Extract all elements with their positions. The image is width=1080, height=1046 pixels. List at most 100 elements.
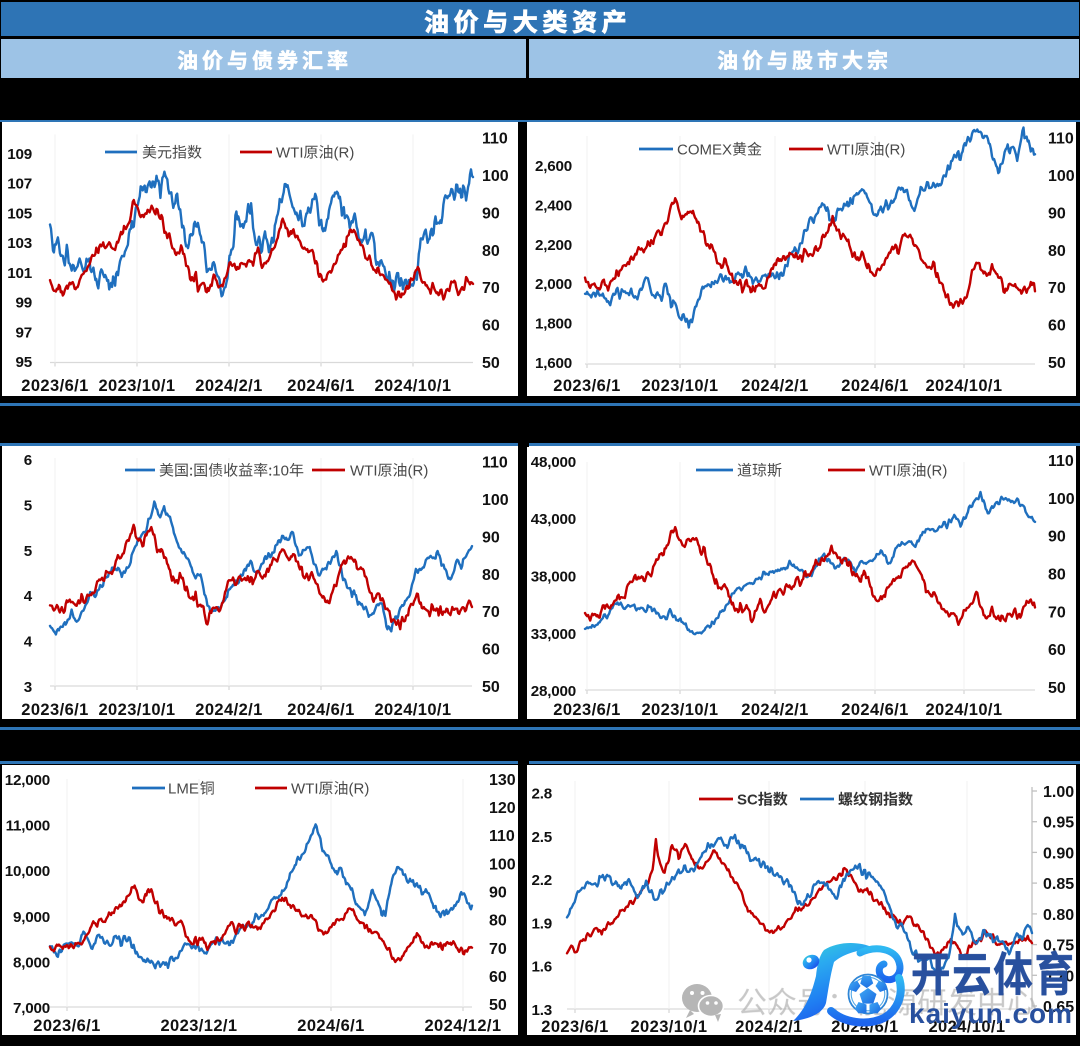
svg-text:4: 4 xyxy=(24,634,33,651)
svg-text:2024/2/1: 2024/2/1 xyxy=(195,377,262,395)
svg-text:0.95: 0.95 xyxy=(1043,815,1074,832)
svg-text:48,000: 48,000 xyxy=(531,454,576,471)
svg-text:90: 90 xyxy=(482,530,500,547)
svg-text:2024/2/1: 2024/2/1 xyxy=(741,701,808,719)
svg-text:1.6: 1.6 xyxy=(531,959,552,976)
svg-text:10,000: 10,000 xyxy=(5,863,50,880)
svg-text:2024/10/1: 2024/10/1 xyxy=(925,701,1002,719)
svg-text:2024/2/1: 2024/2/1 xyxy=(741,377,808,395)
svg-text:2024/10/1: 2024/10/1 xyxy=(374,701,451,719)
svg-text:2023/6/1: 2023/6/1 xyxy=(33,1017,100,1035)
svg-text:2023/12/1: 2023/12/1 xyxy=(160,1017,237,1035)
svg-text:2024/10/1: 2024/10/1 xyxy=(928,1018,1005,1035)
svg-text:9,000: 9,000 xyxy=(13,909,50,926)
svg-text:2024/10/1: 2024/10/1 xyxy=(925,377,1002,395)
svg-text:38,000: 38,000 xyxy=(531,569,576,586)
svg-text:100: 100 xyxy=(1048,491,1075,508)
svg-text:70: 70 xyxy=(1048,604,1066,621)
svg-text:110: 110 xyxy=(1048,453,1074,470)
svg-text:0.85: 0.85 xyxy=(1043,876,1074,893)
svg-text:0.75: 0.75 xyxy=(1043,938,1074,955)
svg-text:WTI: WTI xyxy=(276,145,304,162)
svg-text:2.2: 2.2 xyxy=(531,872,552,889)
svg-text:2023/10/1: 2023/10/1 xyxy=(630,1018,707,1035)
svg-text:100: 100 xyxy=(482,492,509,509)
svg-text:(R): (R) xyxy=(885,142,906,159)
svg-text:2023/6/1: 2023/6/1 xyxy=(541,1018,608,1035)
svg-text:99: 99 xyxy=(16,295,33,312)
svg-text:2023/10/1: 2023/10/1 xyxy=(641,377,718,395)
svg-text:2024/6/1: 2024/6/1 xyxy=(287,701,354,719)
svg-text:120: 120 xyxy=(489,800,516,817)
svg-text:12,000: 12,000 xyxy=(5,772,50,789)
svg-text:80: 80 xyxy=(489,913,507,930)
svg-text:11,000: 11,000 xyxy=(6,818,50,835)
svg-text:109: 109 xyxy=(7,146,32,163)
svg-text:100: 100 xyxy=(482,168,509,185)
svg-text:130: 130 xyxy=(489,772,516,789)
svg-text:(R): (R) xyxy=(334,145,355,162)
svg-text:2,600: 2,600 xyxy=(535,158,572,175)
svg-text:10: 10 xyxy=(272,463,289,480)
svg-text:100: 100 xyxy=(1048,168,1075,185)
svg-text:2.5: 2.5 xyxy=(531,829,552,846)
svg-text:90: 90 xyxy=(1048,206,1066,223)
svg-text:1,800: 1,800 xyxy=(535,316,572,333)
svg-text:2024/2/1: 2024/2/1 xyxy=(195,701,262,719)
svg-text:5: 5 xyxy=(24,543,33,560)
svg-text:7,000: 7,000 xyxy=(13,1000,50,1017)
svg-text:(R): (R) xyxy=(349,781,370,798)
svg-text:2024/12/1: 2024/12/1 xyxy=(424,1017,501,1035)
svg-text:WTI: WTI xyxy=(869,463,897,480)
svg-text:43,000: 43,000 xyxy=(531,511,576,528)
svg-text:80: 80 xyxy=(482,567,500,584)
svg-text:50: 50 xyxy=(1048,355,1066,372)
svg-text:2024/6/1: 2024/6/1 xyxy=(841,701,908,719)
svg-text:0.80: 0.80 xyxy=(1043,907,1074,924)
svg-text:2024/10/1: 2024/10/1 xyxy=(374,377,451,395)
svg-text:33,000: 33,000 xyxy=(531,626,576,643)
svg-text:COMEX: COMEX xyxy=(677,142,732,159)
svg-text:60: 60 xyxy=(482,642,500,659)
svg-text:70: 70 xyxy=(489,941,507,958)
svg-text:2023/6/1: 2023/6/1 xyxy=(21,377,88,395)
svg-text:105: 105 xyxy=(7,205,32,222)
svg-text:110: 110 xyxy=(482,131,508,148)
svg-text:LME: LME xyxy=(168,781,199,798)
svg-text:SC: SC xyxy=(737,792,758,809)
svg-text:0.65: 0.65 xyxy=(1043,999,1074,1016)
svg-text:70: 70 xyxy=(1048,280,1066,297)
svg-text:2024/6/1: 2024/6/1 xyxy=(297,1017,364,1035)
svg-text:107: 107 xyxy=(7,176,32,193)
svg-text:50: 50 xyxy=(1048,680,1066,697)
svg-text:2023/10/1: 2023/10/1 xyxy=(98,701,175,719)
svg-text:1,600: 1,600 xyxy=(535,355,572,372)
svg-text:2,000: 2,000 xyxy=(535,276,572,293)
svg-text:60: 60 xyxy=(1048,642,1066,659)
svg-text:80: 80 xyxy=(1048,243,1066,260)
svg-text:2,400: 2,400 xyxy=(535,197,572,214)
svg-text:3: 3 xyxy=(24,679,32,696)
svg-text:110: 110 xyxy=(489,828,515,845)
svg-text:110: 110 xyxy=(1048,131,1074,148)
svg-text:90: 90 xyxy=(489,885,507,902)
svg-text:1.9: 1.9 xyxy=(531,915,552,932)
svg-text:kaiyun.com: kaiyun.com xyxy=(909,998,1073,1029)
svg-text:60: 60 xyxy=(489,969,507,986)
svg-text:(R): (R) xyxy=(927,463,948,480)
svg-text:2023/10/1: 2023/10/1 xyxy=(641,701,718,719)
svg-text:100: 100 xyxy=(489,856,516,873)
svg-text:90: 90 xyxy=(1048,529,1066,546)
svg-text:2024/6/1: 2024/6/1 xyxy=(841,377,908,395)
svg-text:80: 80 xyxy=(1048,567,1066,584)
svg-text:2,200: 2,200 xyxy=(535,237,572,254)
svg-text:110: 110 xyxy=(482,455,508,472)
svg-text:2023/6/1: 2023/6/1 xyxy=(553,377,620,395)
svg-text:97: 97 xyxy=(16,324,33,341)
svg-text:4: 4 xyxy=(24,588,33,605)
svg-text:1.3: 1.3 xyxy=(531,1002,552,1019)
svg-text:2023/10/1: 2023/10/1 xyxy=(98,377,175,395)
svg-text:2024/2/1: 2024/2/1 xyxy=(735,1018,802,1035)
svg-text:101: 101 xyxy=(7,265,32,282)
svg-text:(R): (R) xyxy=(408,463,429,480)
